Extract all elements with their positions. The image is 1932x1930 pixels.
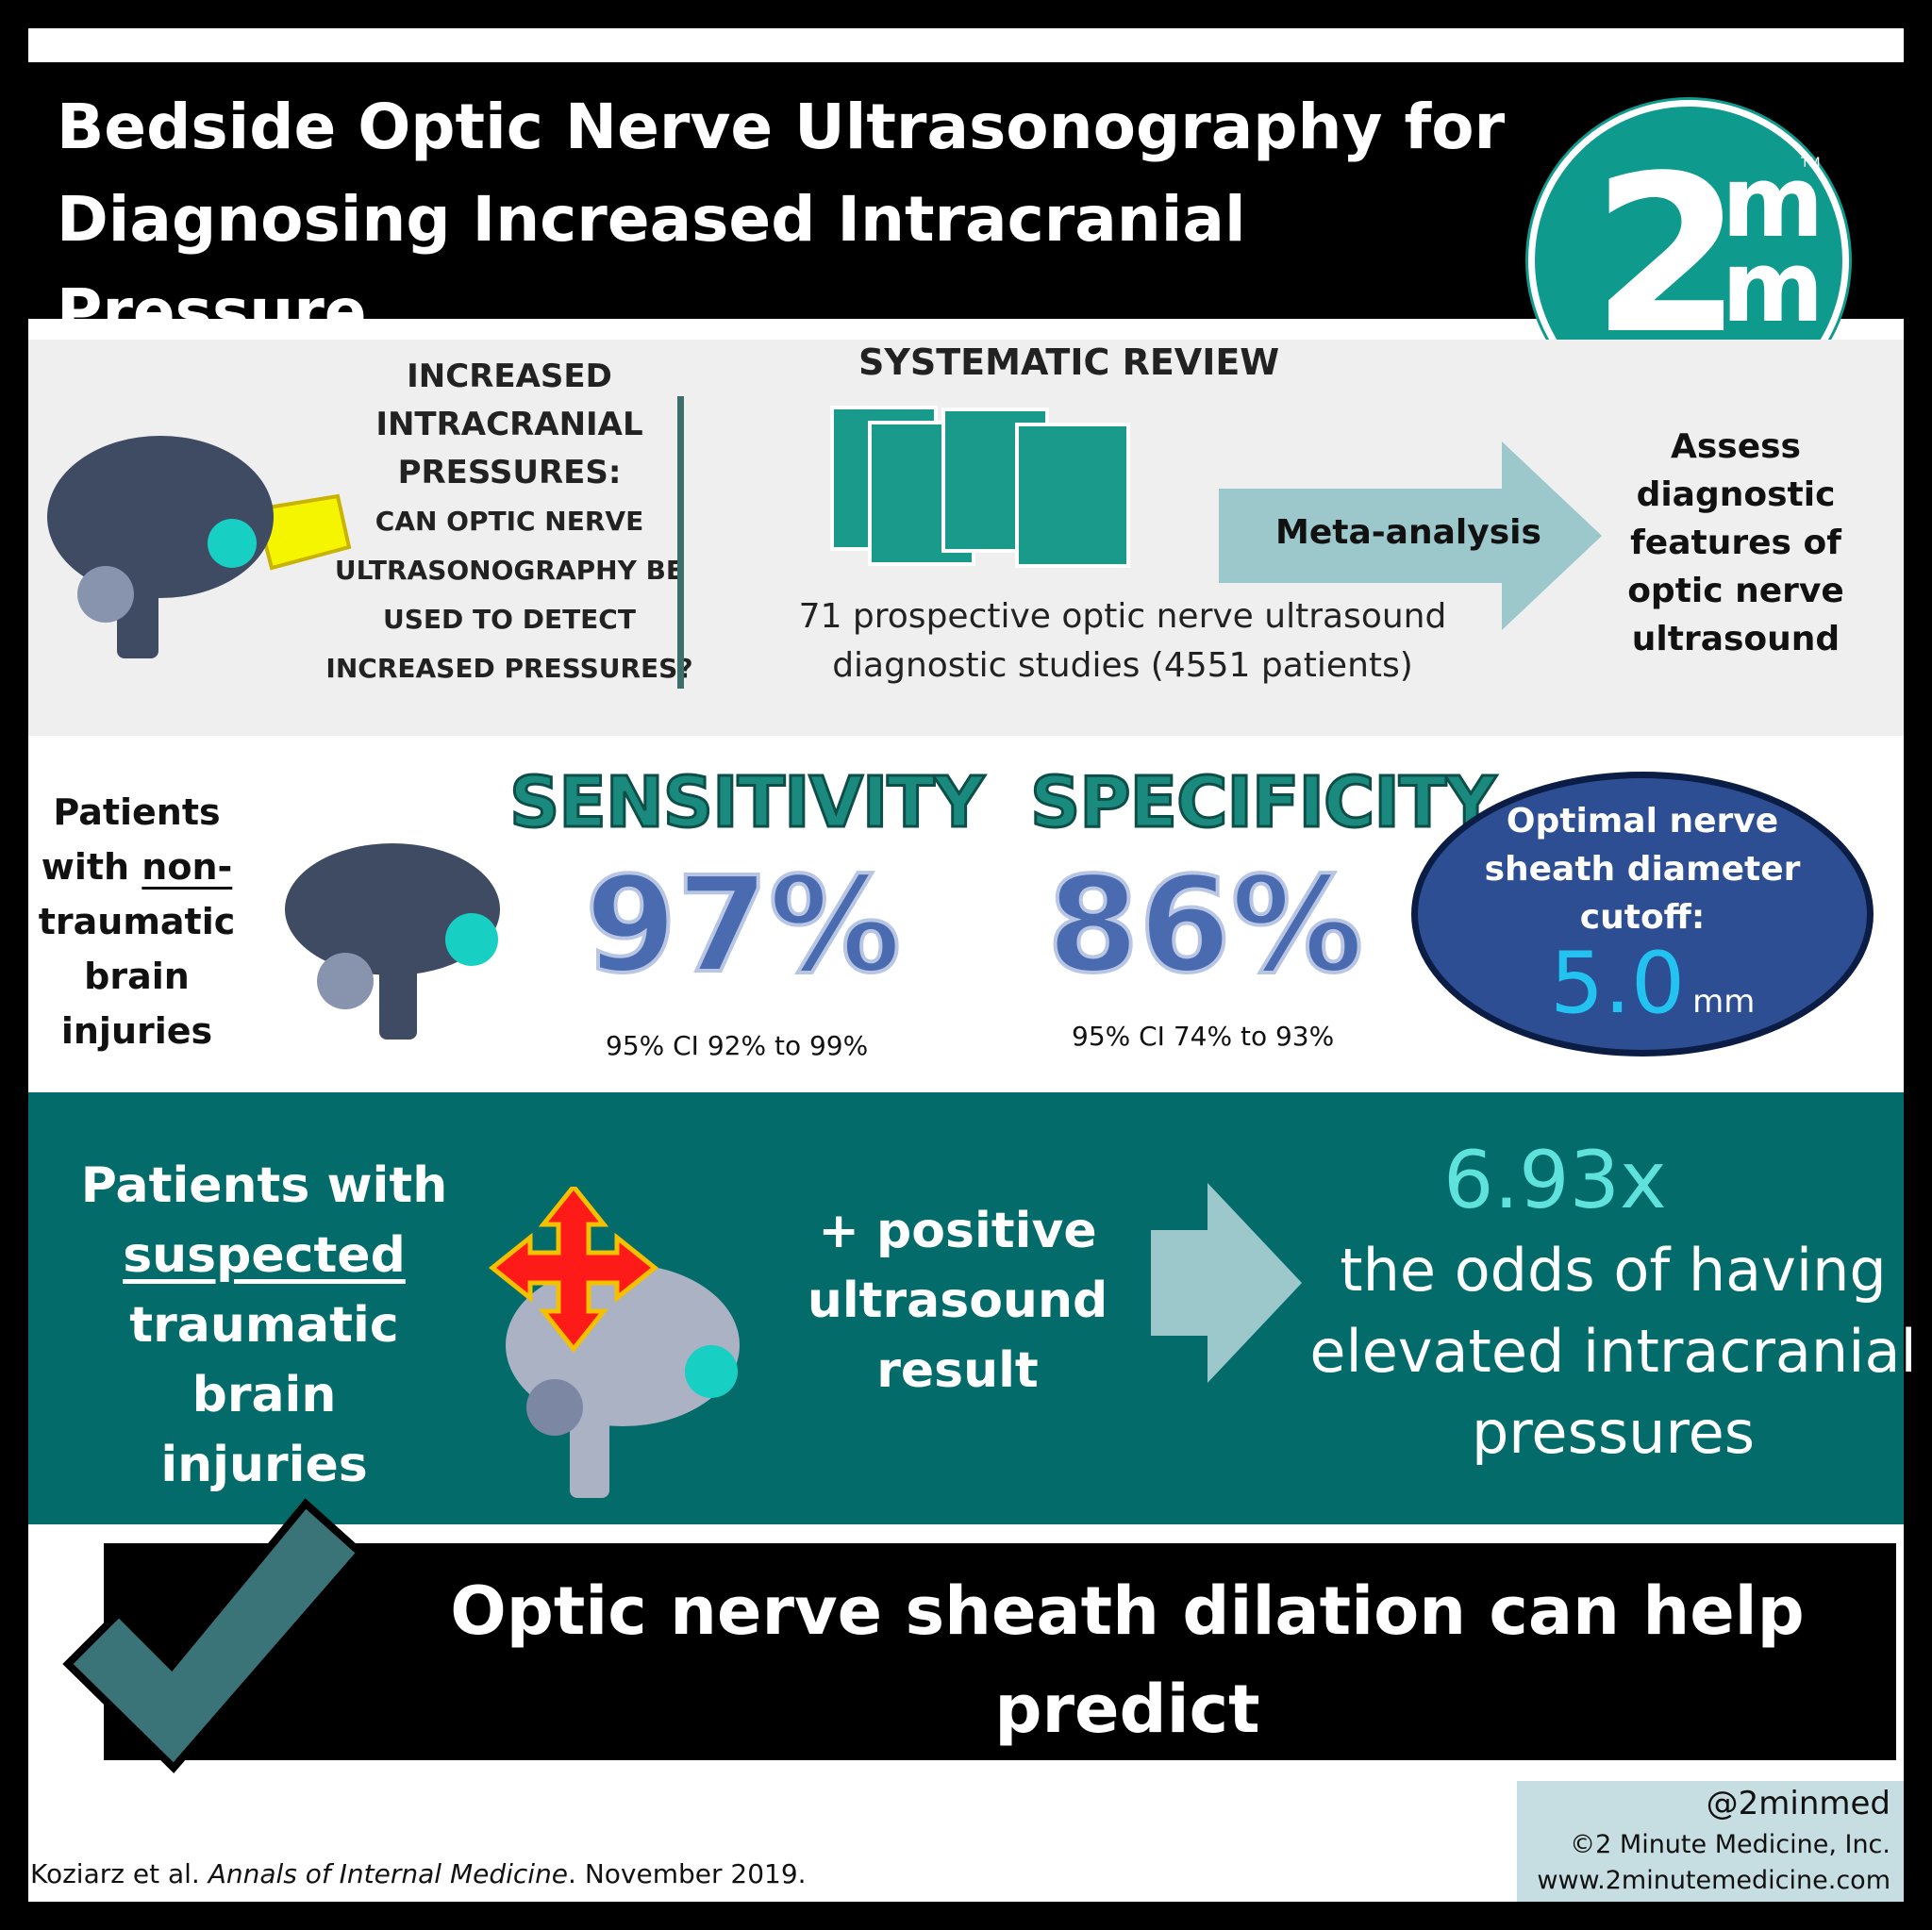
- logo-letter-bottom: m: [1722, 229, 1824, 344]
- result-line-2: ultrasound: [807, 1273, 1108, 1329]
- nontraumatic-emphasis: non-: [142, 846, 233, 888]
- nontraumatic-line-2: with non-: [38, 840, 236, 894]
- sensitivity-value: 97%: [583, 847, 903, 1005]
- specificity-ci: 95% CI 74% to 93%: [1072, 1021, 1335, 1052]
- assess-line-2: diagnostic: [1636, 475, 1836, 514]
- sensitivity-ci: 95% CI 92% to 99%: [606, 1030, 869, 1061]
- odds-line-2: elevated intracranial: [1309, 1317, 1917, 1386]
- systematic-review-heading: SYSTEMATIC REVIEW: [858, 341, 1280, 383]
- citation-authors: Koziarz et al.: [30, 1858, 208, 1889]
- specificity-value: 86%: [1045, 847, 1365, 1005]
- brain-with-ultrasound-icon: [47, 436, 352, 658]
- cutoff-value-row: 5.0 mm: [1550, 937, 1755, 1049]
- assess-line-3: features of: [1630, 524, 1841, 562]
- question-line-5: ULTRASONOGRAPHY BE: [334, 555, 685, 586]
- cutoff-oval: Optimal nerve sheath diameter cutoff: 5.…: [1411, 772, 1874, 1057]
- section-divider: [677, 396, 684, 689]
- brain-pressure-icon: [488, 1187, 740, 1498]
- odds-line-1: the odds of having: [1340, 1236, 1887, 1305]
- nontraumatic-line-1: Patients: [53, 791, 221, 833]
- result-line-3: result: [876, 1342, 1039, 1399]
- logo-letter-top: m: [1722, 144, 1824, 259]
- nontraumatic-line-2a: with: [41, 846, 142, 888]
- nontraumatic-patients-label: Patients with non- traumatic brain injur…: [38, 785, 236, 1058]
- traumatic-patients-label: Patients with suspected traumatic brain …: [75, 1151, 453, 1500]
- checkmark-icon: [62, 1498, 366, 1773]
- assess-line-5: ultrasound: [1631, 620, 1840, 658]
- specificity-heading: SPECIFICITY: [1029, 761, 1498, 845]
- meta-analysis-arrow-icon: [1219, 441, 1602, 630]
- title-line-2: Diagnosing Increased Intracranial Pressu…: [57, 183, 1246, 348]
- research-question: INCREASED INTRACRANIAL PRESSURES: CAN OP…: [311, 353, 708, 693]
- conclusion-line-1: Optic nerve sheath dilation can help pre…: [450, 1572, 1805, 1748]
- traumatic-line-3: traumatic brain: [129, 1297, 399, 1423]
- question-line-6: USED TO DETECT: [383, 604, 636, 635]
- title-line-1: Bedside Optic Nerve Ultrasonography for: [57, 91, 1506, 163]
- logo-trademark: TM: [1801, 156, 1821, 171]
- cutoff-line-2: sheath diameter: [1484, 850, 1801, 889]
- cutoff-unit: mm: [1692, 983, 1756, 1021]
- question-line-7: INCREASED PRESSURES?: [325, 653, 693, 684]
- traumatic-section: Patients with suspected traumatic brain …: [28, 1092, 1917, 1524]
- result-line-1: + positive: [818, 1203, 1097, 1259]
- odds-description: the odds of having elevated intracranial…: [1283, 1230, 1932, 1473]
- social-handle: @2minmed: [1706, 1785, 1890, 1822]
- question-line-4: CAN OPTIC NERVE: [375, 506, 644, 537]
- question-line-3: PRESSURES:: [397, 454, 622, 491]
- cutoff-line-1: Optimal nerve: [1506, 802, 1779, 840]
- odds-ratio-value: 6.93x: [1443, 1134, 1667, 1226]
- question-line-2: INTRACRANIAL: [375, 406, 643, 443]
- citation-journal: Annals of Internal Medicine: [208, 1858, 569, 1889]
- studies-description: 71 prospective optic nerve ultrasound di…: [774, 592, 1472, 690]
- assess-outcome: Assess diagnostic features of optic nerv…: [1594, 423, 1877, 663]
- citation: Koziarz et al. Annals of Internal Medici…: [30, 1858, 807, 1889]
- meta-analysis-label: Meta-analysis: [1275, 513, 1541, 552]
- citation-date: . November 2019.: [568, 1858, 807, 1889]
- copyright: ©2 Minute Medicine, Inc.: [1570, 1830, 1890, 1859]
- nontraumatic-line-3: traumatic: [38, 901, 236, 942]
- conclusion-banner: Optic nerve sheath dilation can help pre…: [104, 1543, 1896, 1846]
- question-line-1: INCREASED: [407, 358, 612, 395]
- assess-line-4: optic nerve: [1627, 572, 1844, 610]
- nontraumatic-line-5: injuries: [60, 1010, 213, 1052]
- traumatic-line-1: Patients with: [80, 1157, 448, 1214]
- nontraumatic-line-4: brain: [84, 956, 190, 997]
- question-section: INCREASED INTRACRANIAL PRESSURES: CAN OP…: [28, 340, 1904, 736]
- page-title: Bedside Optic Nerve Ultrasonography for …: [57, 81, 1566, 358]
- conclusion-line-2: elevated intracranial pressures: [543, 1769, 1711, 1846]
- documents-icon: [830, 406, 1130, 568]
- sensitivity-heading: SENSITIVITY: [508, 761, 985, 845]
- cutoff-label: Optimal nerve sheath diameter cutoff:: [1456, 797, 1829, 941]
- cutoff-value: 5.0: [1550, 934, 1686, 1033]
- positive-ultrasound-result: + positive ultrasound result: [792, 1196, 1123, 1406]
- traumatic-line-2: suspected: [123, 1227, 406, 1284]
- cutoff-line-3: cutoff:: [1579, 898, 1706, 937]
- studies-line-1: 71 prospective optic nerve ultrasound: [798, 597, 1447, 636]
- assess-line-1: Assess: [1671, 427, 1801, 466]
- odds-line-3: pressures: [1471, 1398, 1756, 1467]
- credit-box: @2minmed ©2 Minute Medicine, Inc. www.2m…: [1517, 1781, 1904, 1902]
- brain-icon: [285, 843, 500, 1040]
- conclusion-text: Optic nerve sheath dilation can help pre…: [377, 1562, 1877, 1856]
- website-link[interactable]: www.2minutemedicine.com: [1537, 1866, 1890, 1895]
- studies-line-2: diagnostic studies (4551 patients): [832, 646, 1413, 685]
- traumatic-line-4: injuries: [160, 1437, 368, 1493]
- result-arrow-icon: [1151, 1183, 1302, 1383]
